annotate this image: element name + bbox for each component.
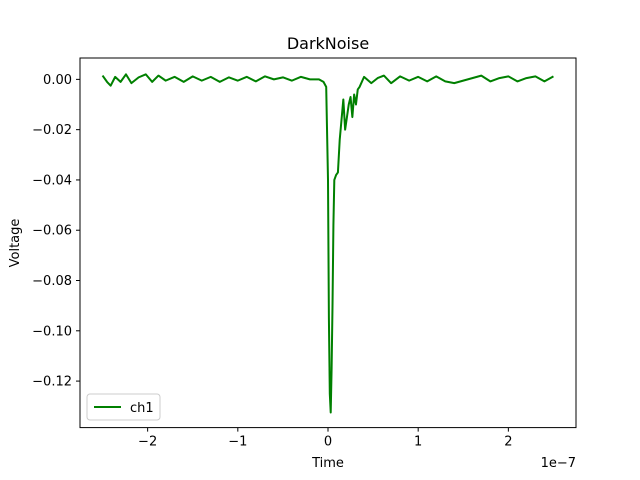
- legend-box: [86, 393, 161, 421]
- x-tick-label: −2: [138, 435, 157, 450]
- legend: ch1: [86, 393, 161, 421]
- y-tick-label: −0.08: [32, 274, 72, 289]
- y-axis-label: Voltage: [8, 219, 23, 268]
- x-tick-label: −1: [228, 435, 247, 450]
- series-line-ch1: [101, 73, 554, 414]
- series-layer: [101, 73, 554, 414]
- x-axis-label: Time: [311, 456, 344, 471]
- x-tick-label: 0: [324, 435, 332, 450]
- chart-title: DarkNoise: [287, 34, 369, 53]
- y-axis-ticks: 0.00 −0.02 −0.04 −0.06 −0.08 −0.10 −0.12: [32, 73, 80, 390]
- y-tick-label: −0.04: [32, 173, 72, 188]
- legend-label-ch1: ch1: [130, 401, 154, 416]
- y-tick-label: 0.00: [43, 73, 72, 88]
- y-tick-label: −0.10: [32, 324, 72, 339]
- y-tick-label: −0.02: [32, 123, 72, 138]
- x-tick-label: 2: [504, 435, 512, 450]
- x-tick-label: 1: [414, 435, 422, 450]
- x-axis-ticks: −2 −1 0 1 2: [138, 427, 513, 450]
- x-axis-offset-label: 1e−7: [541, 456, 576, 471]
- y-tick-label: −0.12: [32, 375, 72, 390]
- y-tick-label: −0.06: [32, 224, 72, 239]
